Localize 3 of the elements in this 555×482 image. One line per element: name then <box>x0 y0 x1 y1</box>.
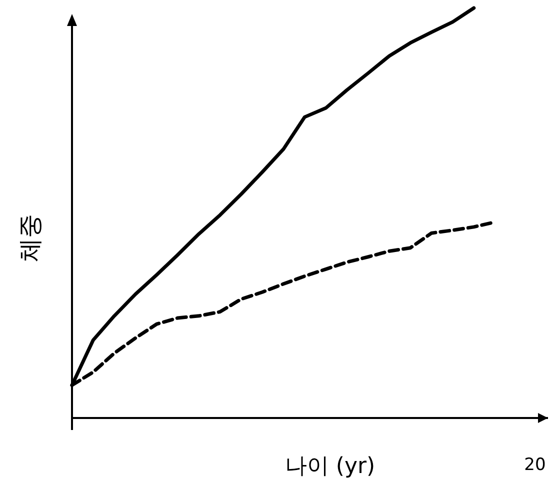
x-axis-title: 나이 (yr) <box>284 454 376 479</box>
y-axis-title: 체중 <box>16 214 44 262</box>
text: 20 <box>524 455 546 475</box>
